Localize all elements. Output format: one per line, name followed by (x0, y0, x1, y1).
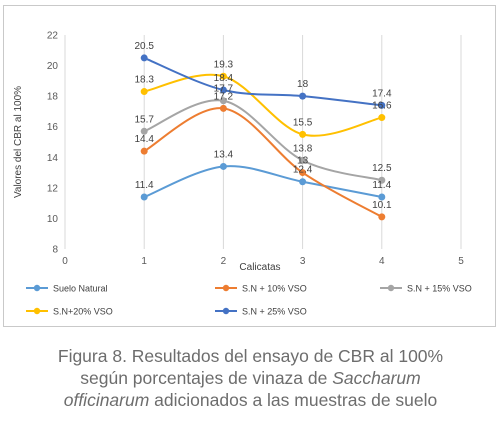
data-label: 15.7 (134, 114, 154, 125)
legend-label: S.N+20% VSO (53, 306, 113, 316)
data-point (378, 101, 386, 109)
y-tick-label: 14 (47, 153, 59, 164)
data-point (219, 97, 227, 105)
caption-line-2-italic: Saccharum (332, 368, 421, 388)
data-point (219, 162, 227, 170)
data-point (219, 86, 227, 94)
data-label: 11.4 (135, 180, 154, 191)
legend-marker (387, 284, 395, 292)
x-tick-label: 1 (141, 256, 147, 267)
data-point (378, 176, 386, 184)
data-point (219, 104, 227, 112)
data-point (299, 130, 307, 138)
data-label: 15.5 (293, 117, 313, 128)
data-point (378, 213, 386, 221)
data-points (140, 54, 386, 221)
caption-line-3-text: adicionados a las muestras de suelo (149, 390, 438, 410)
data-label: 18.4 (214, 73, 234, 84)
data-label: 14.4 (134, 134, 154, 145)
x-tick-label: 2 (221, 256, 227, 267)
legend-label: S.N + 25% VSO (242, 306, 307, 316)
data-label: 10.1 (372, 200, 392, 211)
data-point (140, 127, 148, 135)
data-point (140, 88, 148, 96)
y-tick-label: 16 (47, 122, 59, 133)
data-label: 12.5 (372, 163, 392, 174)
data-point (299, 156, 307, 164)
data-label: 17.7 (214, 84, 234, 95)
data-labels: 11.4 13.4 12.4 11.4 14.4 17.2 13 10.1 15.7 17.7 13… (134, 41, 392, 211)
x-tick-label: 4 (379, 256, 385, 267)
caption-line-2-text: según porcentajes de vinaza de (80, 368, 333, 388)
legend-marker (33, 307, 41, 315)
series-line-2 (143, 99, 383, 182)
series-line-1 (143, 107, 383, 218)
x-tick-label: 5 (458, 256, 464, 267)
y-tick-label: 8 (52, 245, 58, 256)
legend-marker (222, 307, 230, 315)
data-label: 19.3 (214, 59, 234, 70)
data-point (140, 193, 148, 201)
data-label: 17.2 (214, 91, 234, 102)
data-point (299, 178, 307, 186)
data-label: 12.4 (293, 165, 313, 176)
caption-line-3-italic: officinarum (63, 390, 150, 410)
data-label: 20.5 (134, 41, 154, 52)
x-tick-label: 0 (62, 256, 68, 267)
caption-line-1: Figura 8. Resultados del ensayo de CBR a… (57, 346, 444, 366)
data-label: 13.4 (214, 149, 234, 160)
legend: Suelo Natural S.N + 10% VSO S.N + 15% VSO S… (26, 283, 472, 316)
legend-label: Suelo Natural (53, 283, 108, 293)
series-line-3 (143, 73, 383, 137)
y-tick-labels: 8 10 12 14 16 18 20 22 (47, 31, 59, 256)
data-point (299, 92, 307, 100)
data-label: 13 (297, 156, 309, 167)
series-line-0 (143, 165, 382, 199)
y-tick-label: 22 (47, 31, 59, 42)
y-axis-title: Valores del CBR al 100% (13, 86, 24, 198)
figure-caption: Figura 8. Resultados del ensayo de CBR a… (0, 345, 501, 411)
y-tick-label: 12 (47, 183, 59, 194)
data-label: 18 (297, 79, 309, 90)
x-tick-label: 3 (300, 256, 306, 267)
data-label: 18.3 (134, 75, 154, 86)
series-lines (143, 57, 383, 218)
y-tick-label: 10 (47, 214, 59, 225)
data-label: 11.4 (372, 180, 391, 191)
data-point (378, 193, 386, 201)
y-tick-label: 20 (47, 61, 59, 72)
caption-line-2: según porcentajes de vinaza de Saccharum (0, 367, 501, 389)
legend-marker (222, 284, 230, 292)
legend-label: S.N + 15% VSO (407, 283, 472, 293)
x-tick-labels: 0 1 2 3 4 5 (62, 256, 464, 267)
data-point (140, 147, 148, 155)
data-point (219, 72, 227, 80)
x-axis-title: Calicatas (239, 262, 280, 273)
data-label: 16.6 (372, 101, 392, 112)
data-point (299, 169, 307, 177)
data-label: 13.8 (293, 143, 313, 154)
legend-marker (33, 284, 41, 292)
grid-lines (64, 35, 462, 249)
caption-line-3: officinarum adicionados a las muestras d… (0, 389, 501, 411)
data-point (140, 54, 148, 62)
data-label: 17.4 (372, 88, 392, 99)
y-tick-label: 18 (47, 92, 59, 103)
legend-label: S.N + 10% VSO (242, 283, 307, 293)
data-point (378, 114, 386, 122)
series-line-4 (143, 57, 382, 107)
